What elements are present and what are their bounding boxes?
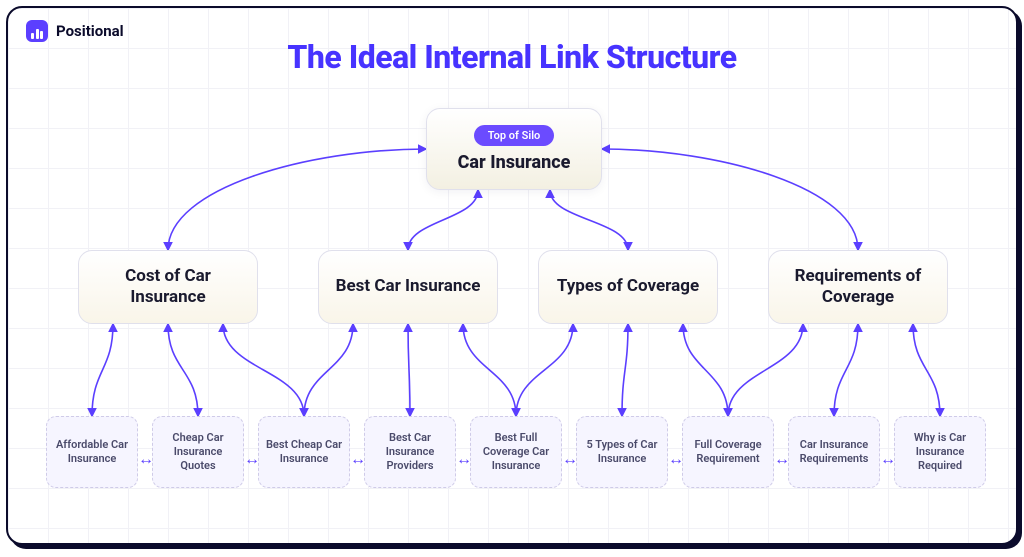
leaf-link-icon: ↔: [774, 451, 788, 467]
diagram-frame: Positional The Ideal Internal Link Struc…: [6, 6, 1018, 545]
leaf-link-icon: ↔: [350, 451, 364, 467]
mid-node-label: Requirements of Coverage: [779, 266, 937, 309]
leaf-node-6: 5 Types of Car Insurance: [576, 416, 668, 488]
leaf-node-3: Best Cheap Car Insurance: [258, 416, 350, 488]
leaf-label: Best Cheap Car Insurance: [263, 438, 345, 467]
leaf-node-5: Best Full Coverage Car Insurance: [470, 416, 562, 488]
leaf-link-icon: ↔: [562, 451, 576, 467]
mid-node-2: Best Car Insurance: [318, 250, 498, 324]
leaf-link-icon: ↔: [138, 451, 152, 467]
mid-node-4: Requirements of Coverage: [768, 250, 948, 324]
leaf-link-icon: ↔: [244, 451, 258, 467]
leaf-label: Best Full Coverage Car Insurance: [475, 431, 557, 474]
root-badge: Top of Silo: [474, 125, 555, 146]
mid-node-3: Types of Coverage: [538, 250, 718, 324]
leaf-label: Affordable Car Insurance: [51, 438, 133, 467]
leaf-link-icon: ↔: [668, 451, 682, 467]
mid-node-label: Types of Coverage: [557, 276, 699, 297]
leaf-node-2: Cheap Car Insurance Quotes: [152, 416, 244, 488]
leaf-node-4: Best Car Insurance Providers: [364, 416, 456, 488]
leaf-node-9: Why is Car Insurance Required: [894, 416, 986, 488]
leaf-label: 5 Types of Car Insurance: [581, 438, 663, 467]
root-title: Car Insurance: [458, 152, 571, 173]
leaf-link-icon: ↔: [456, 451, 470, 467]
root-node: Top of Silo Car Insurance: [426, 108, 602, 190]
diagram-title: The Ideal Internal Link Structure: [8, 38, 1016, 76]
leaf-node-8: Car Insurance Requirements: [788, 416, 880, 488]
leaf-node-1: Affordable Car Insurance: [46, 416, 138, 488]
leaf-label: Cheap Car Insurance Quotes: [157, 431, 239, 474]
leaf-label: Car Insurance Requirements: [793, 438, 875, 467]
mid-node-1: Cost of Car Insurance: [78, 250, 258, 324]
leaf-node-7: Full Coverage Requirement: [682, 416, 774, 488]
leaf-label: Full Coverage Requirement: [687, 438, 769, 467]
leaf-link-icon: ↔: [880, 451, 894, 467]
leaf-label: Why is Car Insurance Required: [899, 431, 981, 474]
mid-node-label: Cost of Car Insurance: [89, 266, 247, 309]
mid-node-label: Best Car Insurance: [336, 276, 481, 297]
leaf-label: Best Car Insurance Providers: [369, 431, 451, 474]
